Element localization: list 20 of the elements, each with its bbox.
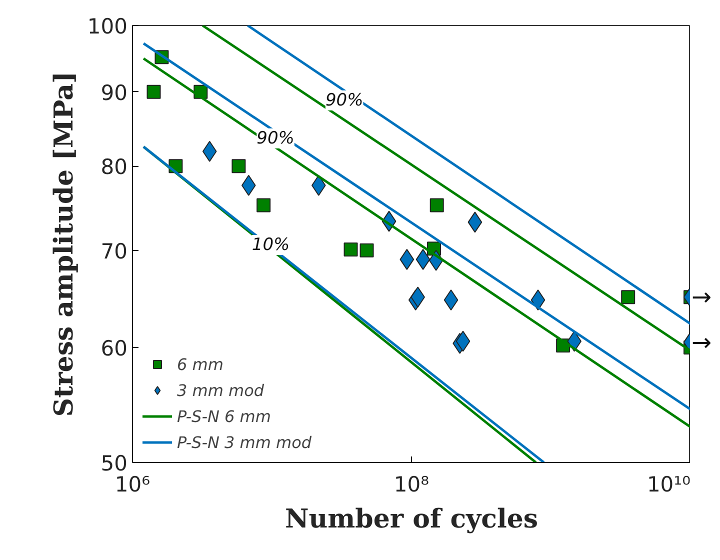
legend-label: P-S-N 3 mm mod: [177, 432, 312, 452]
y-tick-label: 80: [100, 155, 128, 180]
x-tick-label: 10⁶: [114, 472, 150, 496]
annotation: 90%: [325, 90, 364, 110]
annotation: →: [692, 328, 712, 356]
y-tick-label: 70: [100, 239, 128, 264]
y-tick-label: 60: [100, 336, 128, 361]
legend-label: 3 mm mod: [177, 380, 264, 400]
y-tick-label: 90: [100, 80, 128, 105]
y-axis-title: Stress amplitude [MPa]: [49, 71, 80, 417]
legend-label: P-S-N 6 mm: [177, 406, 271, 426]
annotation: →: [692, 283, 712, 312]
annotation: 10%: [252, 234, 290, 255]
x-tick-label: 10⁸: [394, 472, 430, 496]
y-tick-label: 50: [100, 452, 128, 476]
annotation: 90%: [256, 128, 294, 148]
x-tick-label: 10¹⁰: [646, 472, 691, 496]
y-tick-label: 100: [87, 14, 128, 38]
x-axis-title: Number of cycles: [284, 504, 538, 534]
legend-label: 6 mm: [177, 354, 224, 374]
